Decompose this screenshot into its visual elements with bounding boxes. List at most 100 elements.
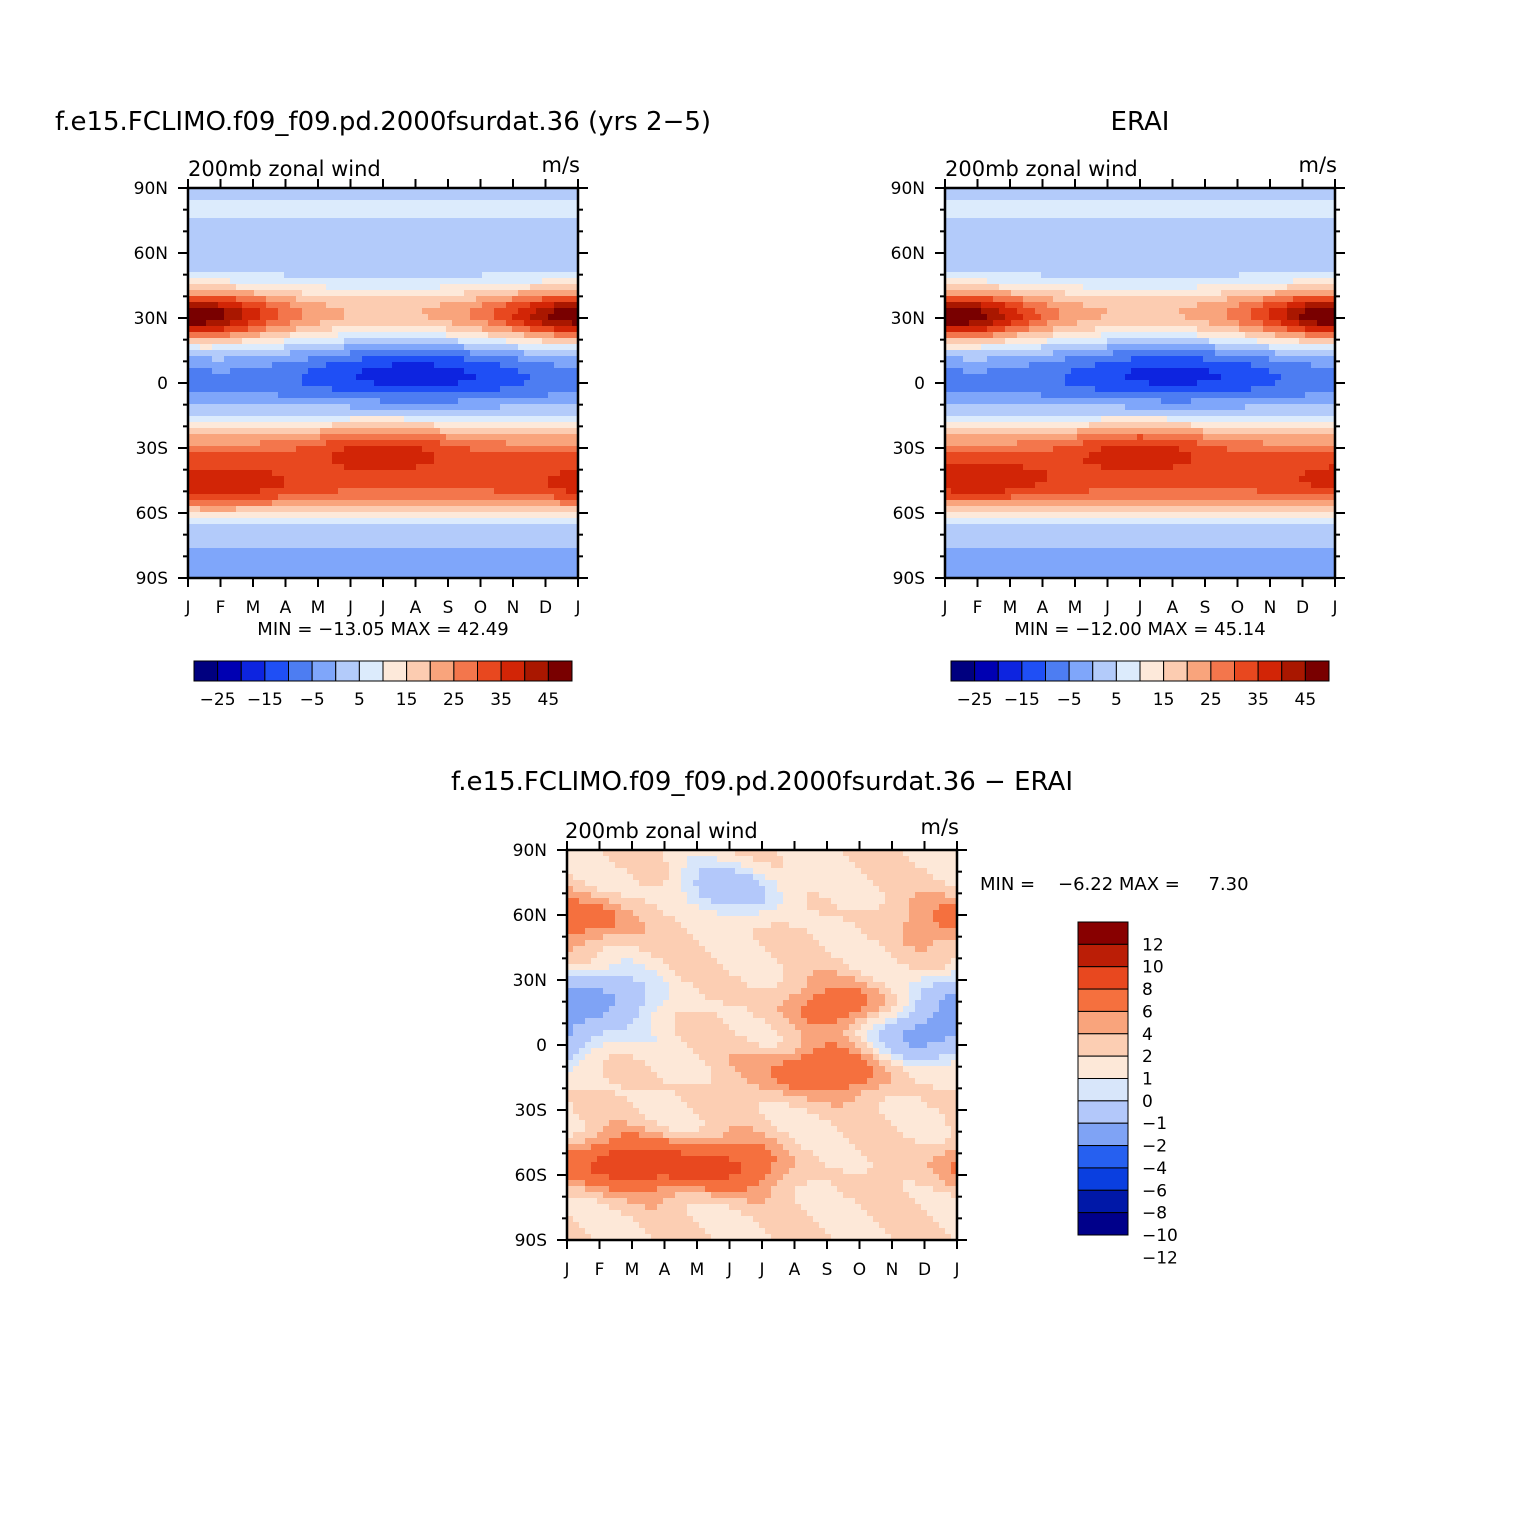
- contour-cell: [254, 530, 261, 537]
- contour-cell: [314, 446, 321, 453]
- contour-cell: [506, 326, 513, 333]
- contour-cell: [332, 236, 339, 243]
- contour-cell: [326, 374, 333, 381]
- contour-cell: [248, 500, 255, 507]
- contour-cell: [236, 476, 243, 483]
- contour-cell: [308, 338, 315, 345]
- contour-cell: [572, 506, 578, 513]
- contour-cell: [380, 386, 387, 393]
- contour-cell: [416, 338, 423, 345]
- contour-cell: [338, 194, 345, 201]
- contour-cell: [248, 320, 255, 327]
- x-tick-label: A: [280, 598, 292, 618]
- contour-cell: [542, 368, 549, 375]
- contour-cell: [410, 500, 417, 507]
- contour-cell: [212, 572, 219, 578]
- contour-cell: [332, 218, 339, 225]
- contour-cell: [212, 494, 219, 501]
- contour-cell: [242, 434, 249, 441]
- contour-cell: [338, 524, 345, 531]
- contour-cell: [242, 470, 249, 477]
- contour-cell: [380, 308, 387, 315]
- contour-cell: [464, 368, 471, 375]
- contour-cell: [188, 512, 195, 519]
- contour-cell: [548, 356, 555, 363]
- contour-cell: [260, 188, 267, 195]
- contour-cell: [536, 350, 543, 357]
- contour-cell: [344, 224, 351, 231]
- contour-cell: [476, 188, 483, 195]
- contour-cell: [260, 314, 267, 321]
- contour-cell: [308, 206, 315, 213]
- contour-cell: [272, 338, 279, 345]
- contour-cell: [1311, 206, 1318, 213]
- contour-cell: [242, 320, 249, 327]
- contour-cell: [494, 332, 501, 339]
- contour-cell: [446, 356, 453, 363]
- contour-cell: [308, 410, 315, 417]
- contour-cell: [566, 242, 573, 249]
- contour-cell: [518, 356, 525, 363]
- y-tick-label: 90N: [134, 179, 168, 199]
- contour-cell: [470, 314, 477, 321]
- contour-cell: [476, 452, 483, 459]
- contour-cell: [320, 536, 327, 543]
- contour-cell: [518, 494, 525, 501]
- contour-cell: [572, 242, 578, 249]
- contour-cell: [530, 398, 537, 405]
- contour-cell: [1131, 200, 1138, 207]
- contour-cell: [494, 224, 501, 231]
- contour-cell: [242, 482, 249, 489]
- contour-cell: [1275, 188, 1282, 195]
- contour-cell: [542, 302, 549, 309]
- contour-cell: [458, 380, 465, 387]
- contour-cell: [350, 500, 357, 507]
- contour-cell: [464, 236, 471, 243]
- contour-cell: [536, 308, 543, 315]
- contour-cell: [476, 356, 483, 363]
- contour-cell: [290, 500, 297, 507]
- contour-cell: [1065, 224, 1072, 231]
- contour-cell: [314, 248, 321, 255]
- colorbar-swatch: [288, 660, 313, 682]
- contour-cell: [1227, 194, 1234, 201]
- contour-cell: [1179, 218, 1186, 225]
- contour-cell: [1263, 212, 1270, 219]
- contour-cell: [350, 356, 357, 363]
- contour-cell: [512, 224, 519, 231]
- contour-cell: [212, 392, 219, 399]
- contour-cell: [470, 530, 477, 537]
- contour-cell: [482, 488, 489, 495]
- contour-cell: [470, 458, 477, 465]
- contour-cell: [554, 350, 561, 357]
- contour-cell: [524, 194, 531, 201]
- contour-cell: [386, 368, 393, 375]
- contour-cell: [308, 368, 315, 375]
- contour-cell: [512, 560, 519, 567]
- contour-cell: [446, 296, 453, 303]
- contour-cell: [212, 260, 219, 267]
- contour-cell: [1011, 206, 1018, 213]
- contour-cell: [368, 482, 375, 489]
- contour-cell: [374, 374, 381, 381]
- contour-cell: [488, 440, 495, 447]
- contour-cell: [224, 512, 231, 519]
- contour-cell: [428, 476, 435, 483]
- contour-cell: [242, 254, 249, 261]
- contour-cell: [494, 350, 501, 357]
- contour-cell: [386, 254, 393, 261]
- contour-cell: [1125, 200, 1132, 207]
- contour-cell: [548, 446, 555, 453]
- contour-cell: [260, 290, 267, 297]
- contour-cell: [278, 290, 285, 297]
- contour-cell: [428, 194, 435, 201]
- contour-cell: [572, 308, 578, 315]
- contour-cell: [566, 344, 573, 351]
- contour-cell: [434, 548, 441, 555]
- contour-cell: [362, 530, 369, 537]
- contour-cell: [512, 512, 519, 519]
- contour-cell: [242, 218, 249, 225]
- contour-cell: [212, 308, 219, 315]
- contour-cell: [1329, 212, 1335, 219]
- contour-cell: [422, 572, 429, 578]
